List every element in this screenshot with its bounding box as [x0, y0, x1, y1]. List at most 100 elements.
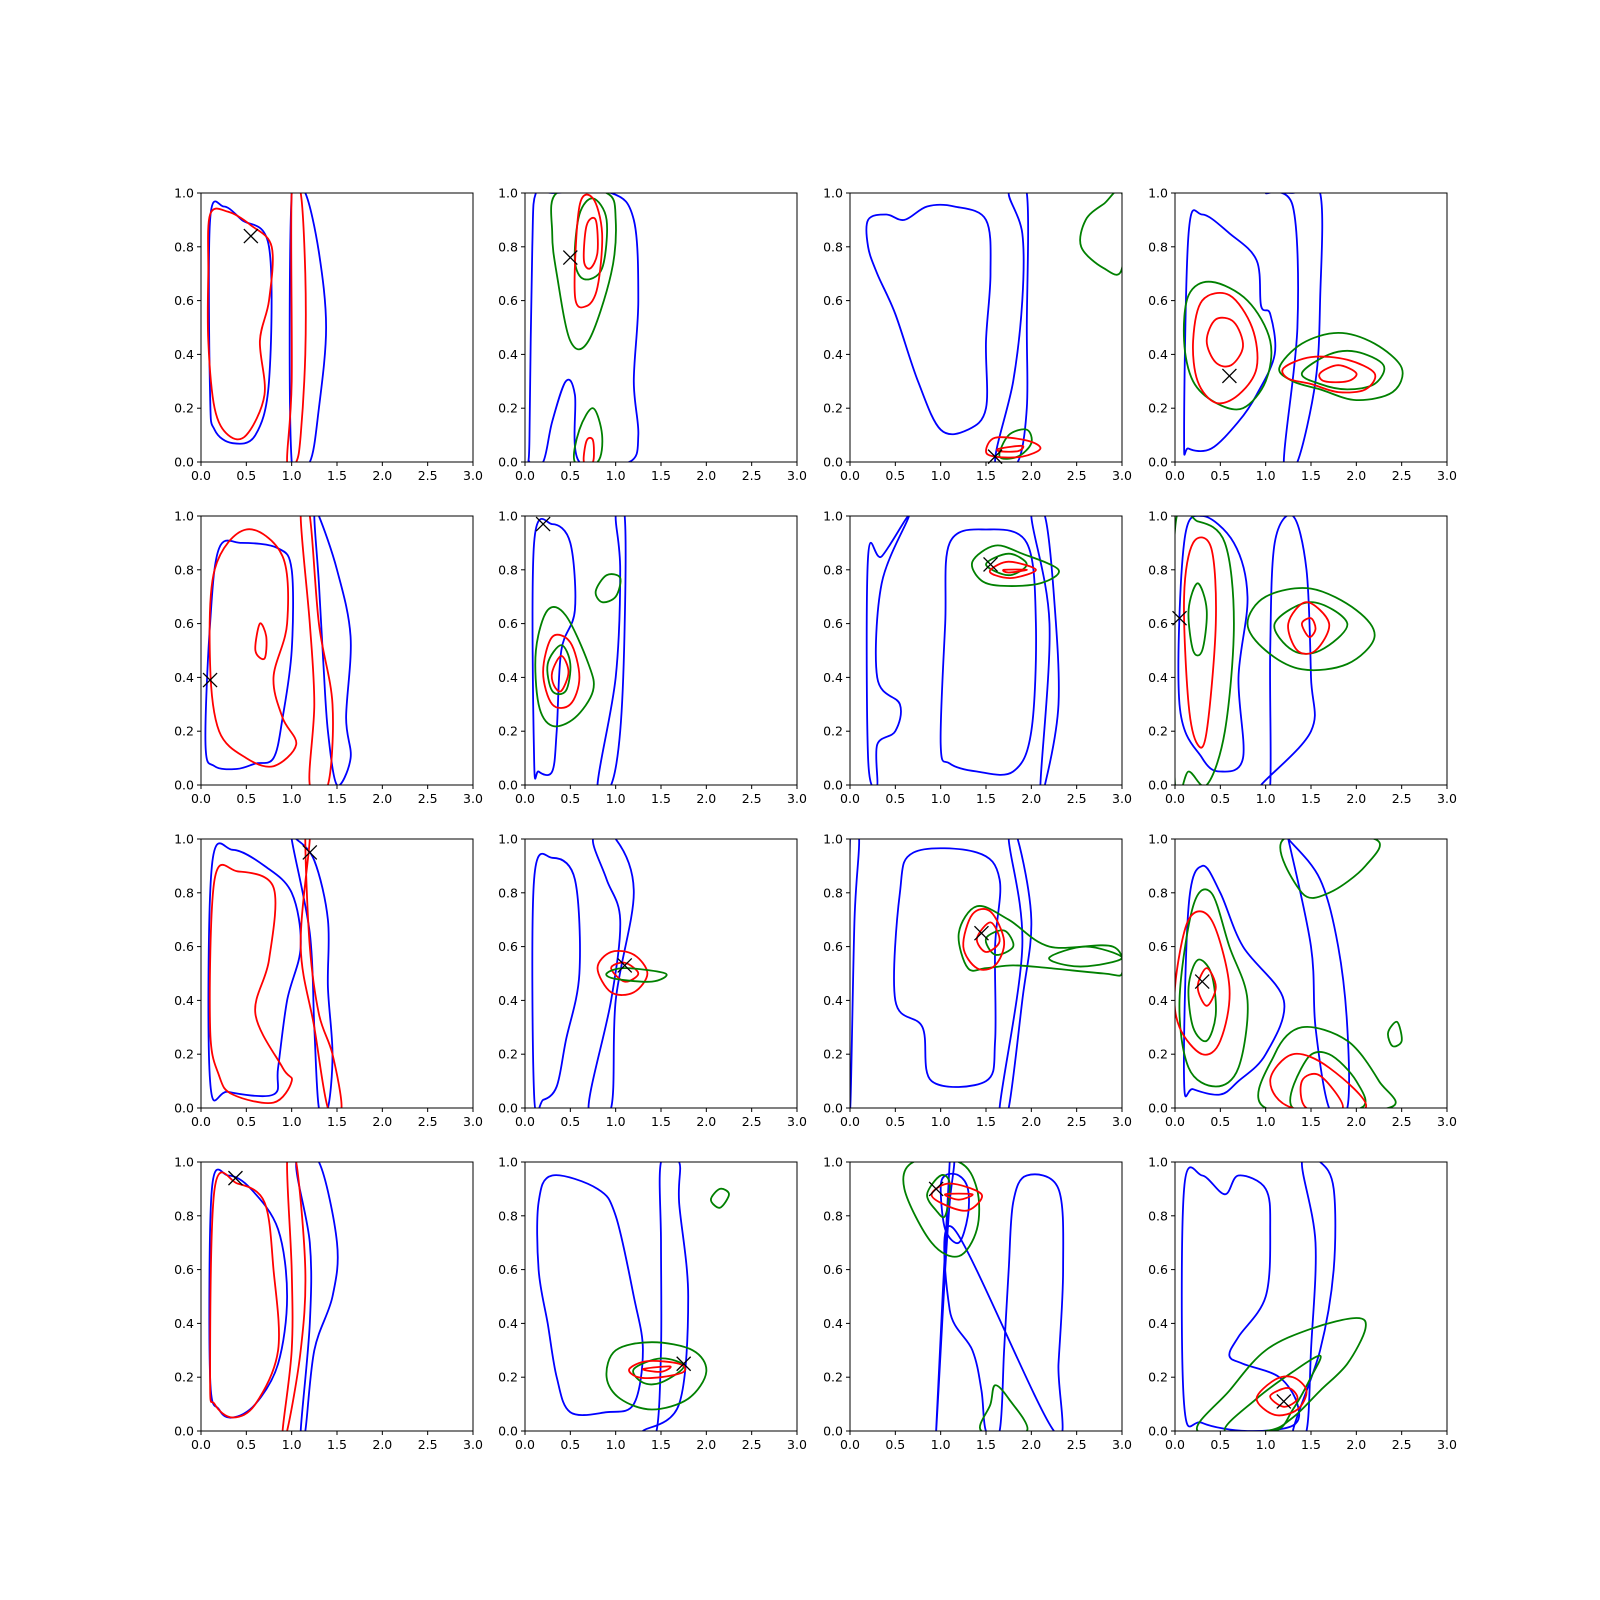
x-tick-label: 0.5 [236, 468, 256, 483]
contour-green-3 [1079, 193, 1122, 276]
contour-green-3 [1182, 280, 1273, 411]
y-tick-label: 0.0 [174, 1101, 194, 1116]
subplot-2-4: 0.0 0.5 1.0 1.5 2.0 2.5 3.0 0.0 0.2 0.4 0.6 0.8 1.0 [1148, 509, 1457, 807]
y-tick-label: 0.6 [174, 1262, 194, 1277]
contour-group [1180, 1162, 1367, 1431]
contour-group [531, 516, 627, 785]
axes-frame [1174, 1161, 1448, 1432]
x-tick-label: 2.0 [1021, 1437, 1041, 1452]
x-tick-label: 1.0 [282, 791, 302, 806]
y-tick-label: 0.4 [1148, 993, 1168, 1008]
x-tick-label: 1.5 [651, 468, 671, 483]
contour-group [865, 516, 1060, 785]
subplot-4-4: 0.0 0.5 1.0 1.5 2.0 2.5 3.0 0.0 0.2 0.4 0.6 0.8 1.0 [1148, 1155, 1457, 1453]
x-tick-label: 1.0 [1256, 1114, 1276, 1129]
contour-green-3 [534, 606, 595, 728]
contour-red-7 [1002, 568, 1028, 574]
y-tick-label: 0.8 [174, 1208, 194, 1223]
contour-green-3 [605, 1341, 708, 1411]
subplot-2-2: 0.0 0.5 1.0 1.5 2.0 2.5 3.0 0.0 0.2 0.4 0.6 0.8 1.0 [498, 509, 807, 807]
contour-red-7 [641, 1365, 672, 1373]
contour-green-4 [998, 428, 1033, 460]
subplot-1-3: 0.0 0.5 1.0 1.5 2.0 2.5 3.0 0.0 0.2 0.4 0.6 0.8 1.0 [823, 186, 1132, 484]
x-tick-label: 1.0 [606, 791, 626, 806]
contour-group [206, 193, 327, 462]
y-tick-label: 0.4 [498, 670, 518, 685]
contour-red-6 [628, 1359, 687, 1379]
x-tick-label: 2.0 [696, 1437, 716, 1452]
y-tick-label: 0.6 [498, 616, 518, 631]
subplot-4-1: 0.0 0.5 1.0 1.5 2.0 2.5 3.0 0.0 0.2 0.4 0.6 0.8 1.0 [174, 1155, 483, 1453]
contour-group [1175, 516, 1376, 785]
subplot-2-3: 0.0 0.5 1.0 1.5 2.0 2.5 3.0 0.0 0.2 0.4 0.6 0.8 1.0 [823, 509, 1132, 807]
x-tick-label: 2.0 [1346, 1114, 1366, 1129]
x-tick-label: 2.5 [742, 1114, 762, 1129]
contour-red-8 [944, 1192, 974, 1201]
axes-frame [200, 515, 474, 786]
y-tick-label: 0.4 [1148, 347, 1168, 362]
x-marker [302, 844, 318, 860]
y-tick-label: 0.2 [823, 724, 843, 739]
contour-red-4 [254, 622, 268, 661]
y-tick-label: 0.8 [823, 562, 843, 577]
contour-red-3 [206, 207, 274, 441]
x-tick-label: 0.0 [515, 1114, 535, 1129]
contour-red-7 [550, 655, 570, 693]
y-tick-label: 1.0 [174, 1155, 194, 1170]
x-tick-label: 0.5 [885, 1114, 905, 1129]
y-tick-label: 0.8 [174, 239, 194, 254]
contour-green-10 [1387, 1020, 1403, 1048]
x-tick-label: 1.5 [327, 1114, 347, 1129]
x-tick-label: 0.5 [885, 1437, 905, 1452]
x-tick-label: 2.5 [742, 1437, 762, 1452]
x-tick-label: 2.5 [1392, 1114, 1412, 1129]
y-tick-label: 0.4 [498, 1316, 518, 1331]
x-tick-label: 0.0 [840, 791, 860, 806]
contour-green-3 [1175, 516, 1235, 785]
x-tick-label: 1.5 [976, 791, 996, 806]
x-tick-label: 0.0 [191, 468, 211, 483]
y-tick-label: 0.8 [823, 885, 843, 900]
x-tick-label: 3.0 [1112, 791, 1132, 806]
contour-blue-2 [1292, 1162, 1337, 1431]
contour-red-3 [209, 1171, 280, 1419]
y-tick-label: 0.4 [174, 670, 194, 685]
contour-red-6 [1196, 967, 1217, 1007]
x-tick-label: 2.0 [372, 791, 392, 806]
x-tick-label: 2.0 [1021, 1114, 1041, 1129]
x-tick-label: 2.0 [696, 468, 716, 483]
x-tick-label: 0.5 [560, 1114, 580, 1129]
contour-red-6 [582, 216, 599, 270]
x-tick-label: 1.5 [327, 1437, 347, 1452]
x-tick-label: 3.0 [787, 791, 807, 806]
y-tick-label: 0.2 [174, 1047, 194, 1062]
x-tick-label: 0.0 [840, 1114, 860, 1129]
x-tick-label: 3.0 [1437, 1114, 1457, 1129]
x-tick-label: 0.0 [191, 791, 211, 806]
y-tick-label: 1.0 [823, 509, 843, 524]
x-tick-label: 3.0 [1112, 1114, 1132, 1129]
y-tick-label: 1.0 [1148, 832, 1168, 847]
y-tick-label: 0.6 [174, 939, 194, 954]
contour-blue-3 [935, 1162, 956, 1431]
y-tick-label: 0.8 [1148, 562, 1168, 577]
contour-blue-2 [295, 1162, 339, 1431]
x-tick-label: 2.0 [1021, 791, 1041, 806]
contour-red-3 [208, 864, 293, 1104]
x-tick-label: 3.0 [463, 791, 483, 806]
x-tick-label: 1.0 [1256, 791, 1276, 806]
contour-green-5 [710, 1187, 730, 1209]
x-tick-label: 0.5 [560, 1437, 580, 1452]
x-tick-label: 3.0 [787, 468, 807, 483]
x-tick-label: 0.0 [840, 468, 860, 483]
contour-green-6 [1278, 332, 1404, 402]
contour-blue-1 [865, 203, 992, 436]
y-tick-label: 0.0 [823, 778, 843, 793]
contour-green-5 [594, 573, 622, 604]
contour-red-3 [208, 528, 298, 768]
contour-red-9 [1301, 617, 1317, 638]
contour-group [850, 839, 1122, 1108]
x-tick-label: 2.5 [1392, 468, 1412, 483]
y-tick-label: 0.4 [823, 670, 843, 685]
